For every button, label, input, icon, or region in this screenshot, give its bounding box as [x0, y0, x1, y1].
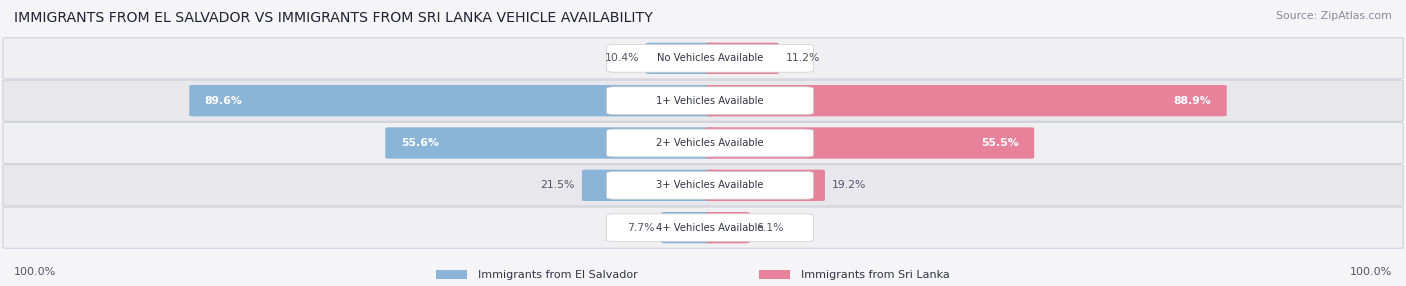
FancyBboxPatch shape [607, 129, 813, 157]
Text: 2+ Vehicles Available: 2+ Vehicles Available [657, 138, 763, 148]
Text: No Vehicles Available: No Vehicles Available [657, 53, 763, 63]
Text: 10.4%: 10.4% [605, 53, 638, 63]
FancyBboxPatch shape [607, 87, 813, 114]
FancyBboxPatch shape [706, 43, 779, 74]
Text: 1+ Vehicles Available: 1+ Vehicles Available [657, 96, 763, 106]
FancyBboxPatch shape [3, 207, 1403, 248]
Text: 11.2%: 11.2% [786, 53, 820, 63]
Text: Immigrants from El Salvador: Immigrants from El Salvador [478, 270, 638, 279]
FancyBboxPatch shape [607, 214, 813, 241]
Text: Immigrants from Sri Lanka: Immigrants from Sri Lanka [801, 270, 950, 279]
Text: IMMIGRANTS FROM EL SALVADOR VS IMMIGRANTS FROM SRI LANKA VEHICLE AVAILABILITY: IMMIGRANTS FROM EL SALVADOR VS IMMIGRANT… [14, 11, 652, 25]
Text: 88.9%: 88.9% [1174, 96, 1211, 106]
Text: 19.2%: 19.2% [832, 180, 866, 190]
Text: 100.0%: 100.0% [14, 267, 56, 277]
Text: 55.5%: 55.5% [981, 138, 1019, 148]
FancyBboxPatch shape [706, 85, 1226, 116]
FancyBboxPatch shape [3, 122, 1403, 164]
FancyBboxPatch shape [582, 170, 714, 201]
FancyBboxPatch shape [706, 170, 825, 201]
FancyBboxPatch shape [436, 270, 467, 279]
FancyBboxPatch shape [759, 270, 790, 279]
Text: 89.6%: 89.6% [205, 96, 243, 106]
FancyBboxPatch shape [3, 38, 1403, 79]
FancyBboxPatch shape [190, 85, 714, 116]
FancyBboxPatch shape [3, 80, 1403, 121]
Text: 21.5%: 21.5% [540, 180, 575, 190]
FancyBboxPatch shape [385, 127, 714, 159]
FancyBboxPatch shape [607, 172, 813, 199]
Text: 100.0%: 100.0% [1350, 267, 1392, 277]
Text: 55.6%: 55.6% [401, 138, 439, 148]
Text: Source: ZipAtlas.com: Source: ZipAtlas.com [1277, 11, 1392, 21]
FancyBboxPatch shape [661, 212, 714, 243]
Text: 3+ Vehicles Available: 3+ Vehicles Available [657, 180, 763, 190]
FancyBboxPatch shape [607, 45, 813, 72]
Text: 4+ Vehicles Available: 4+ Vehicles Available [657, 223, 763, 233]
FancyBboxPatch shape [706, 127, 1035, 159]
FancyBboxPatch shape [645, 43, 714, 74]
FancyBboxPatch shape [706, 212, 749, 243]
Text: 6.1%: 6.1% [756, 223, 785, 233]
FancyBboxPatch shape [3, 165, 1403, 206]
Text: 7.7%: 7.7% [627, 223, 654, 233]
